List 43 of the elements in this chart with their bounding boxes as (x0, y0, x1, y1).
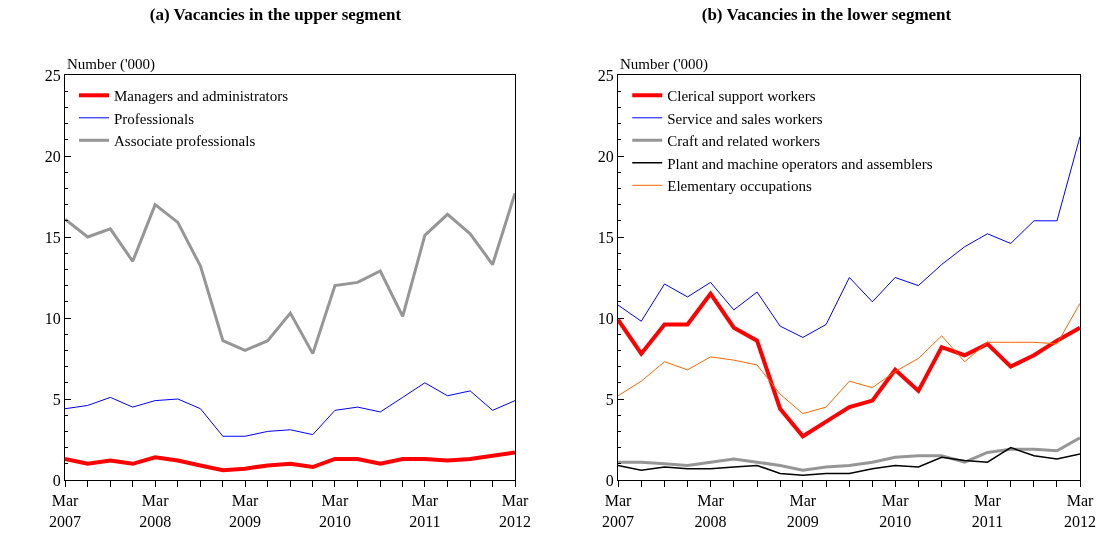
x-tick-label: Mar 2007 (602, 492, 634, 530)
x-tick-label: Mar 2009 (786, 492, 819, 530)
y-tick-label: 25 (44, 66, 61, 84)
x-tick-label: Mar 2012 (499, 492, 531, 530)
x-tick-label: Mar 2010 (879, 492, 912, 530)
y-tick-label: 20 (44, 147, 61, 165)
legend-label: Elementary occupations (667, 178, 812, 195)
x-tick-label: Mar 2009 (229, 492, 262, 530)
line-series (65, 191, 515, 356)
y-axis-title: Number ('000) (67, 56, 156, 73)
y-axis-title: Number ('000) (620, 56, 709, 73)
line-series (65, 450, 515, 473)
legend-label: Plant and machine operators and assemblers (667, 155, 933, 172)
x-tick-label: Mar 2011 (409, 492, 441, 530)
y-tick-label: 25 (597, 66, 614, 84)
legend-label: Craft and related workers (667, 133, 821, 150)
line-series (618, 302, 1080, 415)
y-tick-label: 0 (605, 471, 614, 489)
y-tick-label: 0 (52, 471, 61, 489)
x-tick-label: Mar 2012 (1064, 492, 1096, 530)
legend-label: Managers and administrators (114, 88, 289, 105)
chart-title: (a) Vacancies in the upper segment (149, 5, 402, 25)
legend-label: Service and sales workers (667, 110, 823, 127)
y-tick-label: 20 (597, 147, 614, 165)
y-tick-label: 15 (44, 228, 61, 246)
y-tick-label: 10 (597, 309, 614, 327)
x-tick-label: Mar 2008 (139, 492, 172, 530)
x-tick-label: Mar 2011 (971, 492, 1004, 530)
x-tick-label: Mar 2008 (694, 492, 727, 530)
line-series (618, 436, 1080, 472)
line-series (65, 382, 515, 437)
legend-label: Professionals (114, 110, 195, 127)
line-series (618, 136, 1080, 338)
y-tick-label: 5 (52, 390, 61, 408)
line-series (618, 291, 1080, 439)
legend-label: Clerical support workers (667, 88, 816, 105)
y-tick-label: 5 (605, 390, 614, 408)
x-tick-label: Mar 2010 (318, 492, 351, 530)
y-tick-label: 10 (44, 309, 61, 327)
legend-label: Associate professionals (114, 133, 256, 150)
x-tick-label: Mar 2007 (49, 492, 81, 530)
chart-title: (b) Vacancies in the lower segment (701, 5, 952, 25)
y-tick-label: 15 (597, 228, 614, 246)
